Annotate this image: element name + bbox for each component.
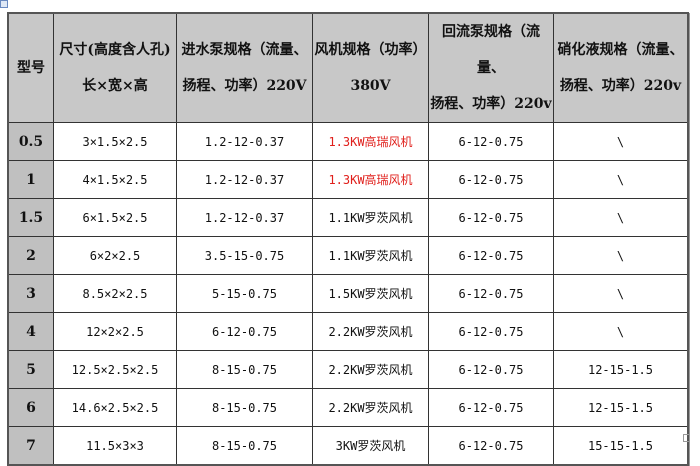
cell-nitr: \ bbox=[553, 122, 689, 161]
header-reflux: 回流泵规格（流量、扬程、功率）220v bbox=[428, 12, 554, 123]
cell-size: 14.6×2.5×2.5 bbox=[53, 388, 177, 427]
header-text: 扬程、功率）220v bbox=[430, 96, 552, 112]
cell-reflux: 6-12-0.75 bbox=[428, 426, 554, 466]
header-text: 型号 bbox=[17, 60, 45, 76]
cell-fan: 2.2KW罗茨风机 bbox=[312, 312, 429, 351]
spec-table: 型号 尺寸(高度含人孔) 长×宽×高 进水泵规格（流量、 扬程、功率）220V 风机规格（… bbox=[7, 12, 689, 466]
table-row: 0.5 3×1.5×2.5 1.2-12-0.37 1.3KW高瑞风机 6-12-0.7… bbox=[7, 122, 689, 161]
cell-reflux: 6-12-0.75 bbox=[428, 198, 554, 237]
cell-inlet: 8-15-0.75 bbox=[176, 388, 313, 427]
cell-fan: 3KW罗茨风机 bbox=[312, 426, 429, 466]
table-row: 5 12.5×2.5×2.5 8-15-0.75 2.2KW罗茨风机 6-12-0.75… bbox=[7, 350, 689, 389]
cell-size: 12×2×2.5 bbox=[53, 312, 177, 351]
cell-nitr: 15-15-1.5 bbox=[553, 426, 689, 466]
table-row: 6 14.6×2.5×2.5 8-15-0.75 2.2KW罗茨风机 6-12-0.75… bbox=[7, 388, 689, 427]
cell-inlet: 1.2-12-0.37 bbox=[176, 160, 313, 199]
cell-reflux: 6-12-0.75 bbox=[428, 274, 554, 313]
table-row: 2 6×2×2.5 3.5-15-0.75 1.1KW罗茨风机 6-12-0.75 \ bbox=[7, 236, 689, 275]
cell-nitr: \ bbox=[553, 274, 689, 313]
cell-reflux: 6-12-0.75 bbox=[428, 312, 554, 351]
cell-model: 1 bbox=[7, 160, 54, 199]
cell-inlet: 6-12-0.75 bbox=[176, 312, 313, 351]
header-text: 风机规格（功率） bbox=[314, 42, 427, 58]
cell-size: 6×1.5×2.5 bbox=[53, 198, 177, 237]
cell-nitr: \ bbox=[553, 312, 689, 351]
cell-fan: 2.2KW罗茨风机 bbox=[312, 350, 429, 389]
header-text: 扬程、功率）220v bbox=[559, 78, 682, 94]
cell-nitr: 12-15-1.5 bbox=[553, 388, 689, 427]
cell-size: 3×1.5×2.5 bbox=[53, 122, 177, 161]
header-inlet: 进水泵规格（流量、 扬程、功率）220V bbox=[176, 12, 313, 123]
cell-inlet: 1.2-12-0.37 bbox=[176, 198, 313, 237]
header-nitr: 硝化液规格（流量、 扬程、功率）220v bbox=[553, 12, 689, 123]
table-row: 1 4×1.5×2.5 1.2-12-0.37 1.3KW高瑞风机 6-12-0.75 \ bbox=[7, 160, 689, 199]
header-row: 型号 尺寸(高度含人孔) 长×宽×高 进水泵规格（流量、 扬程、功率）220V 风机规格（… bbox=[7, 12, 689, 123]
cell-model: 2 bbox=[7, 236, 54, 275]
header-text: 扬程、功率）220V bbox=[182, 78, 307, 94]
cell-fan: 1.3KW高瑞风机 bbox=[312, 160, 429, 199]
cell-reflux: 6-12-0.75 bbox=[428, 388, 554, 427]
cell-nitr: 12-15-1.5 bbox=[553, 350, 689, 389]
cell-inlet: 8-15-0.75 bbox=[176, 426, 313, 466]
cell-fan: 1.3KW高瑞风机 bbox=[312, 122, 429, 161]
cell-fan: 2.2KW罗茨风机 bbox=[312, 388, 429, 427]
resize-handle-icon bbox=[683, 434, 690, 442]
header-text: 硝化液规格（流量、 bbox=[557, 42, 684, 58]
table-row: 4 12×2×2.5 6-12-0.75 2.2KW罗茨风机 6-12-0.75 \ bbox=[7, 312, 689, 351]
cell-size: 4×1.5×2.5 bbox=[53, 160, 177, 199]
cell-inlet: 8-15-0.75 bbox=[176, 350, 313, 389]
cell-reflux: 6-12-0.75 bbox=[428, 122, 554, 161]
cell-model: 3 bbox=[7, 274, 54, 313]
cell-model: 0.5 bbox=[7, 122, 54, 161]
cell-reflux: 6-12-0.75 bbox=[428, 160, 554, 199]
cell-nitr: \ bbox=[553, 236, 689, 275]
header-fan: 风机规格（功率） 380V bbox=[312, 12, 429, 123]
cell-nitr: \ bbox=[553, 160, 689, 199]
cell-inlet: 3.5-15-0.75 bbox=[176, 236, 313, 275]
cell-size: 11.5×3×3 bbox=[53, 426, 177, 466]
cell-fan: 1.1KW罗茨风机 bbox=[312, 236, 429, 275]
cell-reflux: 6-12-0.75 bbox=[428, 236, 554, 275]
header-size: 尺寸(高度含人孔) 长×宽×高 bbox=[53, 12, 177, 123]
cell-model: 5 bbox=[7, 350, 54, 389]
table-row: 7 11.5×3×3 8-15-0.75 3KW罗茨风机 6-12-0.75 15-15-… bbox=[7, 426, 689, 466]
cell-model: 7 bbox=[7, 426, 54, 466]
cell-inlet: 1.2-12-0.37 bbox=[176, 122, 313, 161]
table-row: 1.5 6×1.5×2.5 1.2-12-0.37 1.1KW罗茨风机 6-12-0.7… bbox=[7, 198, 689, 237]
cell-inlet: 5-15-0.75 bbox=[176, 274, 313, 313]
header-text: 回流泵规格（流量、 bbox=[442, 24, 540, 76]
cell-model: 6 bbox=[7, 388, 54, 427]
cell-size: 8.5×2×2.5 bbox=[53, 274, 177, 313]
cell-model: 1.5 bbox=[7, 198, 54, 237]
selection-handle-icon bbox=[0, 0, 8, 8]
header-model: 型号 bbox=[7, 12, 54, 123]
cell-size: 12.5×2.5×2.5 bbox=[53, 350, 177, 389]
cell-model: 4 bbox=[7, 312, 54, 351]
header-text: 进水泵规格（流量、 bbox=[181, 42, 308, 58]
cell-fan: 1.5KW罗茨风机 bbox=[312, 274, 429, 313]
header-text: 长×宽×高 bbox=[82, 78, 148, 94]
cell-reflux: 6-12-0.75 bbox=[428, 350, 554, 389]
header-text: 380V bbox=[350, 78, 391, 94]
cell-nitr: \ bbox=[553, 198, 689, 237]
table-row: 3 8.5×2×2.5 5-15-0.75 1.5KW罗茨风机 6-12-0.75 \ bbox=[7, 274, 689, 313]
header-text: 尺寸(高度含人孔) bbox=[59, 42, 171, 58]
cell-fan: 1.1KW罗茨风机 bbox=[312, 198, 429, 237]
cell-size: 6×2×2.5 bbox=[53, 236, 177, 275]
